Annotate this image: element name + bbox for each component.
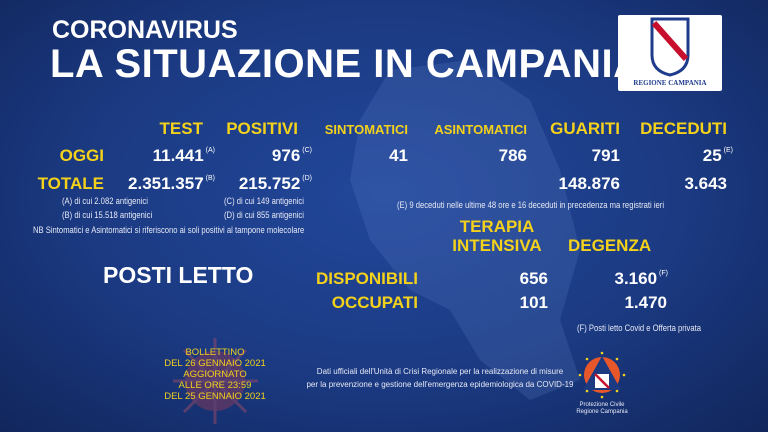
col-positivi: POSITIVI xyxy=(226,119,298,138)
col-guariti: GUARITI xyxy=(550,119,620,138)
regione-campania-logo: REGIONE CAMPANIA xyxy=(618,15,722,91)
campania-map-silhouette xyxy=(350,60,580,400)
oggi-test: 11.441 (A) xyxy=(153,146,215,166)
note-f: (F) Posti letto Covid e Offerta privata xyxy=(577,323,702,333)
posti-letto-title: POSTI LETTO xyxy=(103,262,254,288)
bulletin-line: DEL 25 GENNAIO 2021 xyxy=(164,391,266,402)
note-a: (A) di cui 2.082 antigenici xyxy=(62,196,148,206)
col-sintomatici: SINTOMATICI xyxy=(324,122,408,137)
value: 25 xyxy=(702,146,722,165)
note-nb: NB Sintomatici e Asintomatici si riferis… xyxy=(33,225,305,235)
col-test: TEST xyxy=(159,119,203,138)
disp-degenza: 3.160 (F) xyxy=(615,269,669,289)
col-intensiva: INTENSIVA xyxy=(452,236,542,255)
bulletin-info: BOLLETTINO DEL 26 GENNAIO 2021 AGGIORNAT… xyxy=(164,347,266,402)
subtitle: CORONAVIRUS xyxy=(52,16,238,44)
oggi-asintomatici: 786 xyxy=(498,146,527,165)
bulletin-line: ALLE ORE 23:59 xyxy=(178,380,252,391)
logo-text: REGIONE CAMPANIA xyxy=(633,79,707,87)
oggi-positivi: 976 (C) xyxy=(272,146,312,166)
note-ref: (C) xyxy=(302,147,312,154)
value: 215.752 xyxy=(238,174,301,193)
row-label-totale: TOTALE xyxy=(37,174,104,193)
bulletin-line: BOLLETTINO xyxy=(185,347,245,358)
oggi-guariti: 791 xyxy=(591,146,620,165)
bulletin-line: AGGIORNATO xyxy=(183,369,247,380)
occ-degenza: 1.470 xyxy=(624,293,667,312)
oggi-sintomatici: 41 xyxy=(389,146,408,165)
protezione-civile-logo xyxy=(578,351,626,399)
value: 11.441 xyxy=(152,146,204,165)
virus-icon xyxy=(173,338,258,424)
oggi-deceduti: 25 (E) xyxy=(703,146,733,166)
note-ref: (B) xyxy=(205,175,215,182)
col-terapia: TERAPIA xyxy=(459,217,535,236)
row-label-oggi: OGGI xyxy=(59,146,104,165)
row-label-disponibili: DISPONIBILI xyxy=(315,269,418,288)
row-label-occupati: OCCUPATI xyxy=(331,293,418,312)
note-ref: (F) xyxy=(659,270,668,277)
coat-of-arms-icon xyxy=(650,17,690,77)
value: 2.351.357 xyxy=(128,174,204,193)
note-ref: (A) xyxy=(205,147,215,154)
col-deceduti: DECEDUTI xyxy=(640,119,727,138)
totale-deceduti: 3.643 xyxy=(684,174,727,193)
note-d: (D) di cui 855 antigenici xyxy=(224,210,304,220)
footer-source: Dati ufficiali dell'Unità di Crisi Regio… xyxy=(306,365,573,391)
protezione-civile-text: Protezione Civile Regione Campania xyxy=(576,402,627,416)
pc-line: Protezione Civile xyxy=(579,402,625,408)
occ-ti: 101 xyxy=(519,293,548,312)
note-ref: (E) xyxy=(723,147,733,154)
note-b: (B) di cui 15.518 antigenici xyxy=(62,210,153,220)
pc-line: Regione Campania xyxy=(576,409,628,415)
totale-guariti: 148.876 xyxy=(558,174,620,193)
bulletin-line: DEL 26 GENNAIO 2021 xyxy=(164,358,266,369)
footer-line: per la prevenzione e gestione dell'emerg… xyxy=(306,380,574,389)
footer-line: Dati ufficiali dell'Unità di Crisi Regio… xyxy=(316,367,564,376)
note-c: (C) di cui 149 antigenici xyxy=(224,196,304,206)
totale-positivi: 215.752 (D) xyxy=(239,174,312,194)
value: 3.160 xyxy=(614,269,658,288)
value: 976 xyxy=(271,146,301,165)
disp-ti: 656 xyxy=(519,269,548,288)
note-e: (E) 9 deceduti nelle ultime 48 ore e 16 … xyxy=(397,200,665,210)
totale-test: 2.351.357 (B) xyxy=(128,174,215,194)
note-ref: (D) xyxy=(302,175,312,182)
col-asintomatici: ASINTOMATICI xyxy=(434,122,527,137)
col-degenza: DEGENZA xyxy=(568,236,652,255)
page-title: LA SITUAZIONE IN CAMPANIA xyxy=(50,42,643,86)
